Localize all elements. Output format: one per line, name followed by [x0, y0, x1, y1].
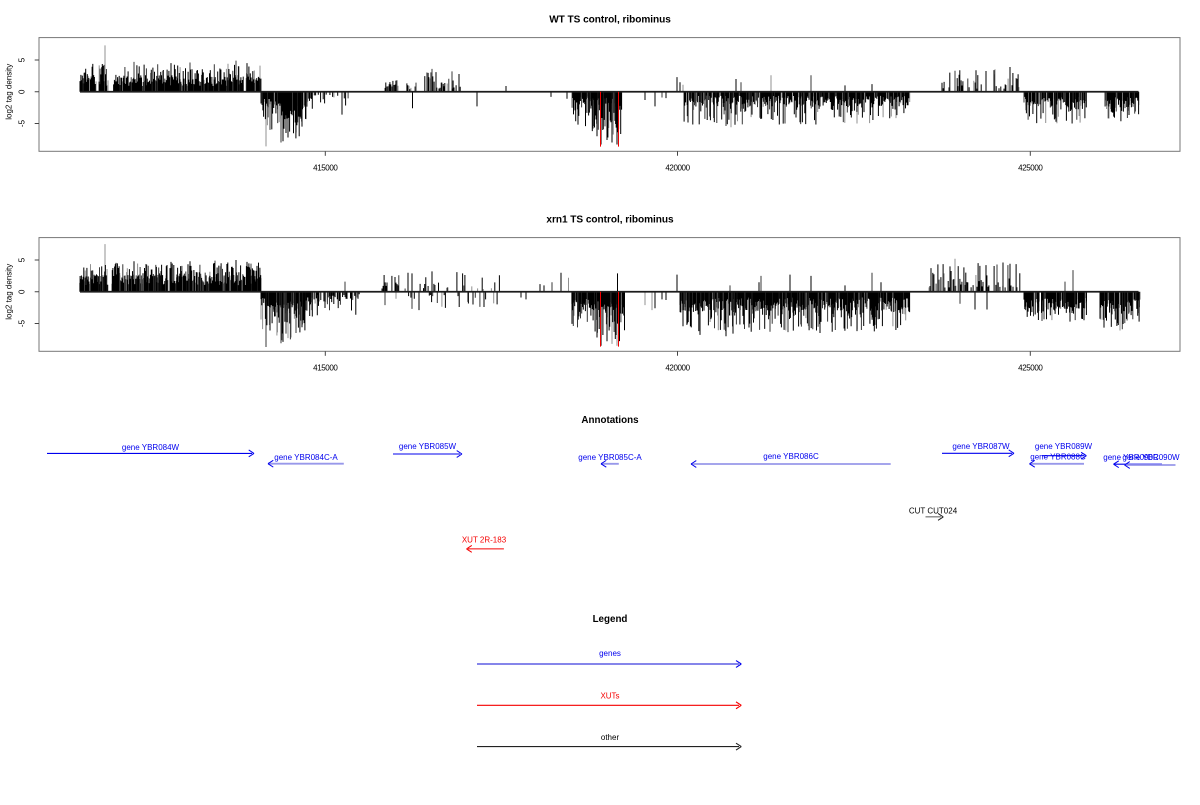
svg-text:425000: 425000	[1018, 163, 1043, 172]
svg-text:gene YBR088C: gene YBR088C	[1030, 453, 1086, 462]
svg-text:xrn1 TS control, ribominus: xrn1 TS control, ribominus	[546, 214, 674, 225]
svg-text:415000: 415000	[313, 363, 338, 372]
svg-text:gene YBR087W: gene YBR087W	[952, 442, 1010, 451]
svg-text:425000: 425000	[1018, 363, 1043, 372]
svg-text:0: 0	[18, 89, 27, 94]
svg-text:log2 tag density: log2 tag density	[5, 64, 14, 120]
svg-text:gene YBR090W: gene YBR090W	[1122, 453, 1180, 462]
svg-text:415000: 415000	[313, 163, 338, 172]
svg-text:5: 5	[18, 57, 27, 62]
svg-text:other: other	[601, 733, 620, 742]
svg-text:Legend: Legend	[593, 614, 628, 625]
svg-text:XUT 2R-183: XUT 2R-183	[462, 536, 507, 545]
svg-text:420000: 420000	[665, 363, 690, 372]
svg-text:-5: -5	[18, 119, 27, 127]
svg-text:gene YBR090C: gene YBR090C	[1103, 453, 1159, 462]
svg-text:gene YBR085W: gene YBR085W	[399, 442, 457, 451]
svg-text:XUTs: XUTs	[600, 691, 619, 700]
svg-text:gene YBR085C-A: gene YBR085C-A	[578, 453, 642, 462]
svg-text:0: 0	[18, 289, 27, 294]
svg-text:420000: 420000	[665, 163, 690, 172]
svg-text:gene YBR084C-A: gene YBR084C-A	[274, 453, 338, 462]
svg-text:gene YBR084W: gene YBR084W	[122, 443, 180, 452]
svg-text:Annotations: Annotations	[581, 415, 639, 426]
svg-text:WT TS control, ribominus: WT TS control, ribominus	[549, 14, 671, 25]
svg-text:CUT CUT024: CUT CUT024	[909, 507, 958, 516]
svg-text:-5: -5	[18, 319, 27, 327]
svg-text:genes: genes	[599, 649, 621, 658]
svg-text:5: 5	[18, 257, 27, 262]
svg-text:gene YBR086C: gene YBR086C	[763, 452, 819, 461]
svg-text:log2 tag density: log2 tag density	[5, 264, 14, 320]
svg-text:gene YBR089W: gene YBR089W	[1035, 442, 1093, 451]
